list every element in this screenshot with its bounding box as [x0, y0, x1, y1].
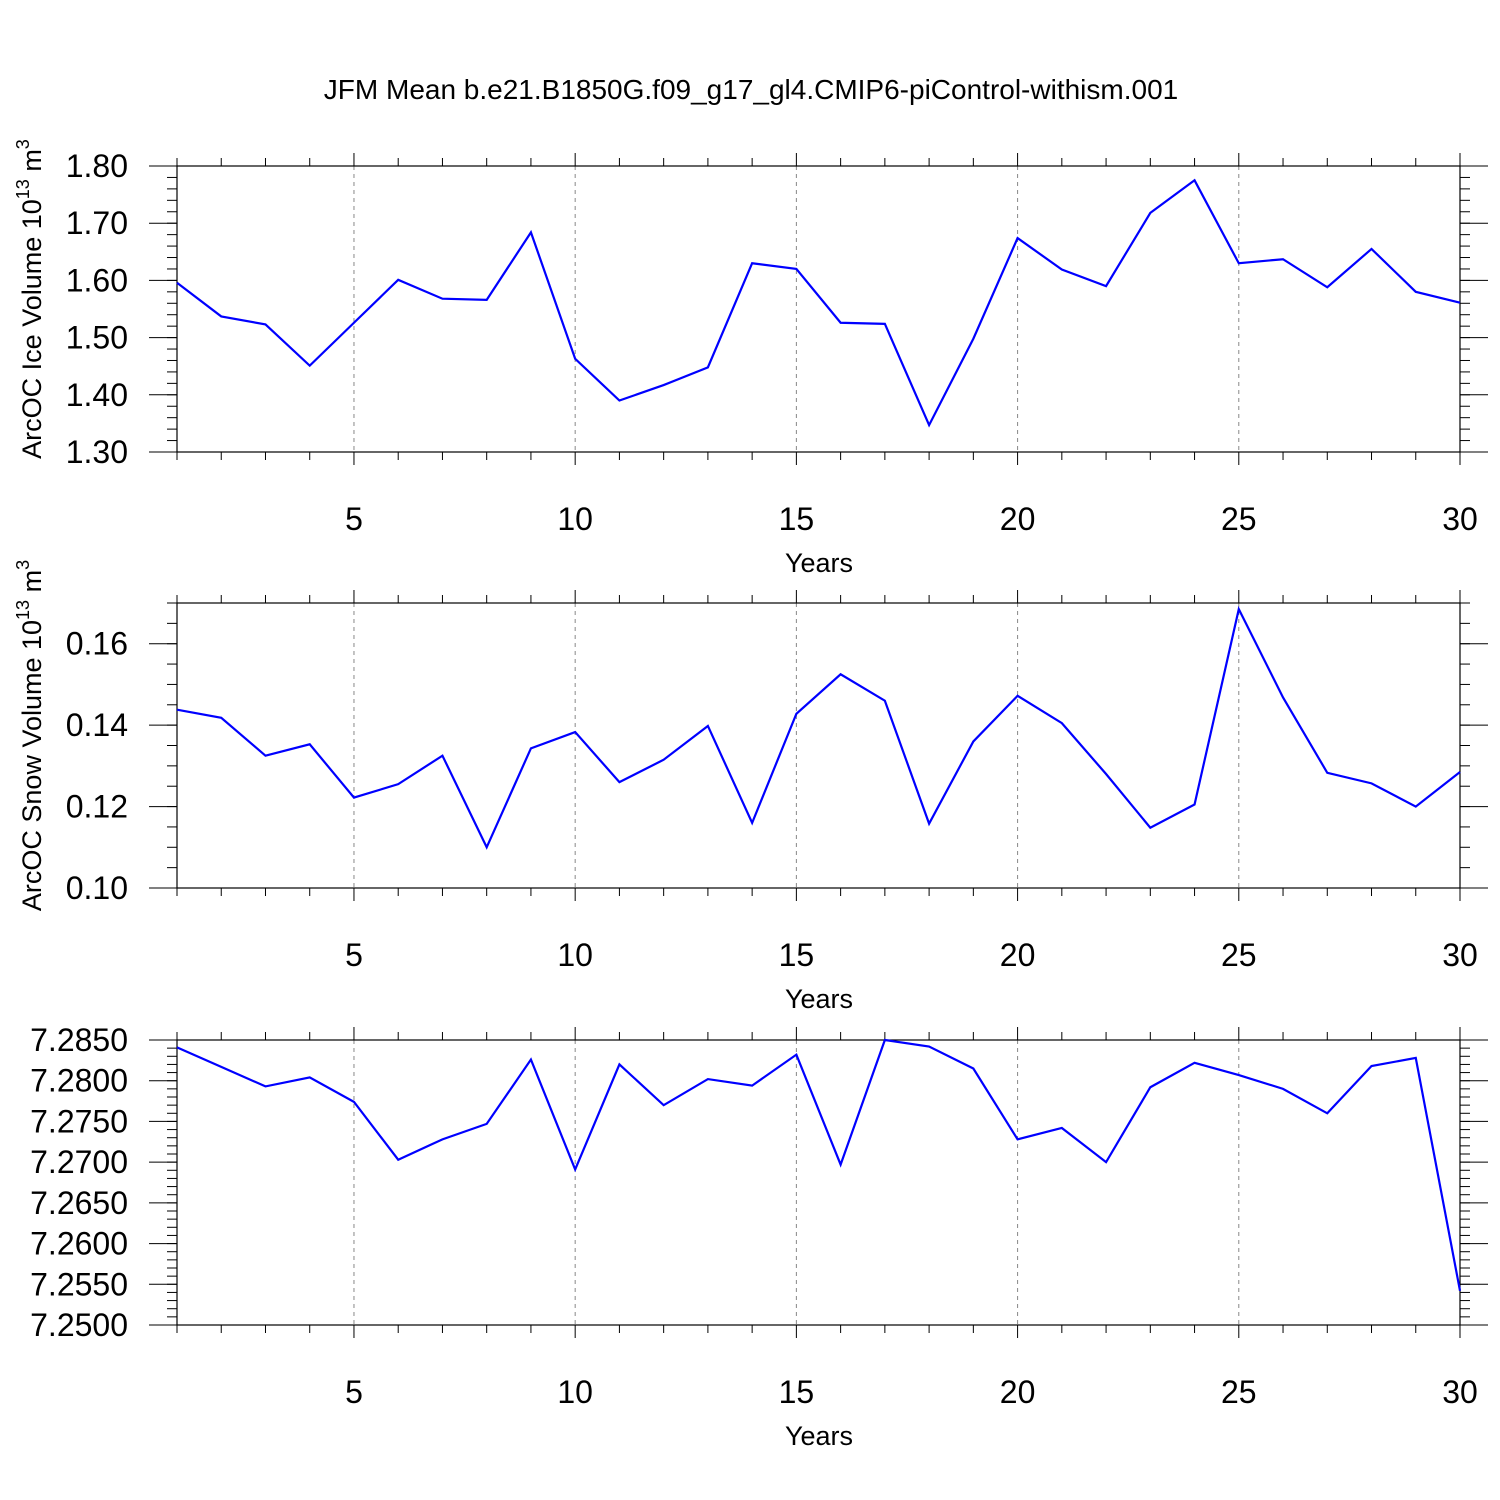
x-tick-label: 5	[345, 937, 363, 973]
y-tick-label: 0.16	[66, 626, 128, 662]
y-axis-label-part: m	[17, 149, 47, 179]
y-tick-label: 7.2750	[30, 1103, 128, 1139]
x-tick-label: 20	[1000, 937, 1036, 973]
x-axis-label: Years	[785, 548, 853, 578]
plot-frame	[176, 602, 1461, 889]
y-axis-label-part: ArcOC Snow Volume 10	[17, 620, 47, 911]
x-tick-label: 25	[1221, 937, 1257, 973]
x-tick-label: 5	[345, 1374, 363, 1410]
x-tick-label: 15	[779, 501, 815, 537]
series-line	[176, 178, 1461, 428]
y-tick-label: 0.12	[66, 789, 128, 825]
x-tick-label: 20	[1000, 501, 1036, 537]
x-tick-label: 10	[557, 937, 593, 973]
x-axis-label: Years	[785, 984, 853, 1014]
y-tick-label: 1.40	[66, 377, 128, 413]
y-axis-label: ArcOC Snow Volume 1013 m3	[13, 560, 47, 911]
y-axis-label-part: 13	[13, 600, 33, 620]
y-tick-label: 1.30	[66, 434, 128, 470]
y-tick-label: 7.2800	[30, 1063, 128, 1099]
series-line	[176, 605, 1461, 850]
plot-frame	[176, 1039, 1461, 1326]
series-line	[176, 1038, 1462, 1292]
x-tick-label: 10	[557, 1374, 593, 1410]
y-tick-label: 1.50	[66, 320, 128, 356]
y-axis-label-part: 3	[13, 139, 33, 149]
x-tick-label: 10	[557, 501, 593, 537]
y-tick-label: 0.14	[66, 707, 128, 743]
x-tick-label: 15	[779, 937, 815, 973]
y-axis-label-part: ArcOC Ice Volume 10	[17, 199, 47, 459]
x-axis-label: Years	[785, 1421, 853, 1451]
y-axis-label: ArcOC Ice Volume 1013 m3	[13, 139, 47, 459]
y-tick-label: 7.2550	[30, 1266, 128, 1302]
snow-volume-panel: 0.10 0.12 0.14 0.16 5 10 15 20 25 30 Years ArcOC Sn…	[13, 560, 1488, 1014]
x-tick-label: 25	[1221, 501, 1257, 537]
x-tick-label: 25	[1221, 1374, 1257, 1410]
y-tick-label: 0.10	[66, 870, 128, 906]
x-tick-label: 5	[345, 501, 363, 537]
figure-title: JFM Mean b.e21.B1850G.f09_g17_gl4.CMIP6-…	[324, 74, 1178, 105]
x-tick-label: 30	[1442, 937, 1478, 973]
y-tick-label: 1.80	[66, 148, 128, 184]
y-tick-label: 7.2700	[30, 1144, 128, 1180]
third-panel: 7.2500 7.2550 7.2600 7.2650 7.2700 7.2750 7.28…	[30, 1022, 1488, 1451]
y-tick-label: 7.2600	[30, 1226, 128, 1262]
y-axis-label-part: m	[17, 570, 47, 600]
y-tick-label: 1.60	[66, 262, 128, 298]
x-tick-label: 30	[1442, 1374, 1478, 1410]
y-tick-label: 7.2850	[30, 1022, 128, 1058]
x-tick-label: 30	[1442, 501, 1478, 537]
y-tick-label: 1.70	[66, 205, 128, 241]
y-tick-label: 7.2650	[30, 1185, 128, 1221]
y-tick-label: 7.2500	[30, 1307, 128, 1343]
x-tick-label: 20	[1000, 1374, 1036, 1410]
x-tick-label: 15	[779, 1374, 815, 1410]
plot-frame	[176, 165, 1461, 453]
y-axis-label-part: 3	[13, 560, 33, 570]
y-axis-label-part: 13	[13, 179, 33, 199]
ice-volume-panel: 1.30 1.40 1.50 1.60 1.70 1.80 5 10 15 20 25 30 Years…	[13, 139, 1488, 578]
